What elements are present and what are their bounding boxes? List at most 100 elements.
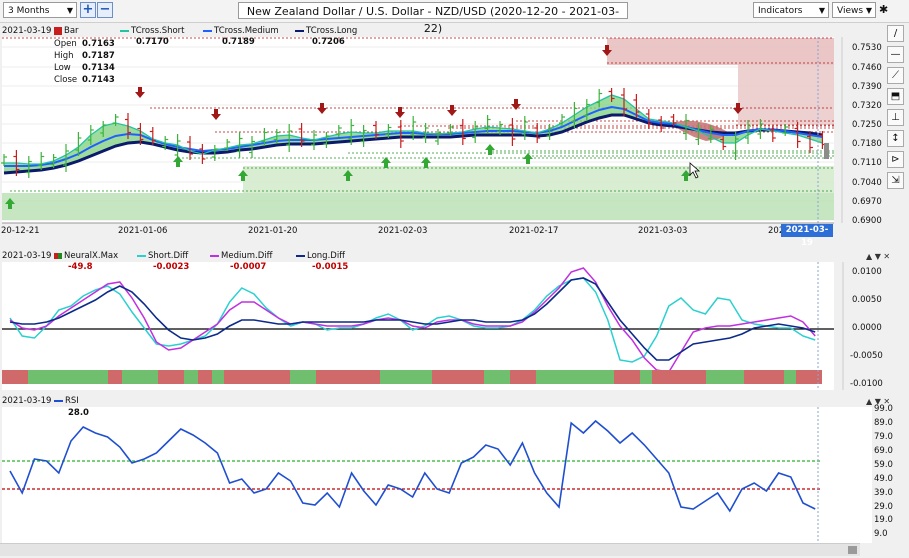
neuralx-bar bbox=[2, 370, 28, 384]
sell-arrow-icon bbox=[395, 107, 405, 118]
low-value: 0.7134 bbox=[82, 63, 115, 73]
neuralx-bar bbox=[510, 370, 536, 384]
neuralx-value: -49.8 bbox=[68, 262, 93, 272]
buy-arrow-icon bbox=[238, 170, 248, 181]
neuralx-bar bbox=[198, 370, 212, 384]
views-label: Views bbox=[837, 6, 864, 16]
long-diff-label: Long.Diff bbox=[307, 251, 346, 261]
vertical-line-tool-button[interactable]: ⊥ bbox=[887, 109, 904, 126]
open-label: Open bbox=[54, 39, 77, 49]
price-y-tick: 0.7390 bbox=[852, 82, 882, 92]
neuralx-bar bbox=[212, 370, 224, 384]
x-tick: 20-12-21 bbox=[1, 226, 40, 236]
price-chart[interactable] bbox=[0, 23, 909, 243]
indicators-dropdown[interactable]: Indicators ▼ bbox=[753, 2, 829, 18]
views-dropdown[interactable]: Views ▼ bbox=[832, 2, 876, 18]
buy-arrow-icon bbox=[681, 170, 691, 181]
horizontal-line-tool-button[interactable]: — bbox=[887, 46, 904, 63]
sell-arrow-icon bbox=[317, 103, 327, 114]
rsi-label: RSI bbox=[65, 396, 79, 406]
long-diff-value: -0.0015 bbox=[312, 262, 349, 272]
diff-chart[interactable] bbox=[0, 248, 909, 390]
tcross-short-label: TCross.Short bbox=[131, 26, 185, 36]
indicators-label: Indicators bbox=[758, 6, 803, 16]
short-diff-legend: Short.Diff bbox=[137, 251, 188, 261]
rsi-y-tick: 59.0 bbox=[874, 460, 893, 470]
price-y-tick: 0.7250 bbox=[852, 120, 882, 130]
short-diff-line bbox=[9, 277, 816, 363]
toolbar: 3 Months ▼ + − New Zealand Dollar / U.S.… bbox=[0, 0, 909, 35]
close-value: 0.7143 bbox=[82, 75, 115, 85]
horizontal-scrollbar[interactable] bbox=[0, 543, 860, 556]
tcross-long-value: 0.7206 bbox=[312, 37, 345, 47]
tcross-long-legend: TCross.Long bbox=[295, 26, 357, 36]
x-tick: 2021-01-06 bbox=[118, 226, 168, 236]
neuralx-bar bbox=[706, 370, 744, 384]
draw-line-tool-button[interactable]: / bbox=[887, 25, 904, 42]
bar-legend: Bar bbox=[54, 26, 79, 36]
high-value: 0.7187 bbox=[82, 51, 115, 61]
price-y-tick: 0.7320 bbox=[852, 101, 882, 111]
timeframe-select[interactable]: 3 Months ▼ bbox=[3, 2, 77, 18]
remove-symbol-button[interactable]: − bbox=[97, 2, 113, 18]
tcross-short-value: 0.7170 bbox=[136, 37, 169, 47]
neuralx-bar bbox=[316, 370, 380, 384]
sell-arrow-icon bbox=[511, 99, 521, 110]
plot-background bbox=[2, 262, 834, 390]
price-y-tick: 0.7460 bbox=[852, 63, 882, 73]
support-zone bbox=[2, 193, 834, 220]
cursor-date-badge: 2021-03-19 bbox=[781, 224, 833, 248]
rsi-pane[interactable]: 2021-03-19 RSI 28.0 99.0 89.0 79.0 69.0 … bbox=[0, 393, 909, 558]
rsi-chart[interactable] bbox=[0, 393, 909, 558]
neuralx-bar bbox=[614, 370, 640, 384]
trend-tool-button[interactable]: ⟋ bbox=[887, 67, 904, 84]
neuralx-bar bbox=[796, 370, 822, 384]
price-pane[interactable]: 2021-03-19 Bar TCross.Short 0.7170 TCros… bbox=[0, 23, 909, 248]
price-y-tick: 0.7040 bbox=[852, 178, 882, 188]
bar-icon bbox=[54, 26, 62, 35]
neuralx-bar bbox=[652, 370, 706, 384]
open-value: 0.7163 bbox=[82, 39, 115, 49]
x-tick: 2021-02-17 bbox=[509, 226, 559, 236]
tcross-medium-label: TCross.Medium bbox=[214, 26, 279, 36]
chevron-down-icon: ▼ bbox=[66, 6, 73, 15]
arrow-tool-button[interactable]: ⊳ bbox=[887, 151, 904, 168]
buy-arrow-icon bbox=[421, 157, 431, 168]
tcross-short-legend: TCross.Short bbox=[120, 26, 185, 36]
buy-arrow-icon bbox=[343, 170, 353, 181]
price-y-tick: 0.6900 bbox=[852, 216, 882, 226]
sell-arrow-icon bbox=[602, 45, 612, 56]
neuralx-bar bbox=[744, 370, 784, 384]
low-label: Low bbox=[54, 63, 71, 73]
neuralx-bar bbox=[28, 370, 108, 384]
pane-menu-icon[interactable]: ▲ ▼ ✕ bbox=[866, 252, 891, 261]
chart-title: New Zealand Dollar / U.S. Dollar - NZD/U… bbox=[238, 2, 628, 35]
x-tick: 2021-02-03 bbox=[378, 226, 428, 236]
neuralx-legend: NeuralX.Max bbox=[54, 251, 118, 261]
add-symbol-button[interactable]: + bbox=[80, 2, 96, 18]
pane-menu-icon[interactable]: ▲ ▼ ✕ bbox=[866, 397, 891, 406]
rectangle-tool-button[interactable]: ⬒ bbox=[887, 88, 904, 105]
diff-y-tick: 0.0000 bbox=[852, 323, 882, 333]
neuralx-bar bbox=[432, 370, 484, 384]
neuralx-bar bbox=[640, 370, 652, 384]
scrollbar-thumb[interactable] bbox=[848, 546, 857, 554]
measure-tool-button[interactable]: ↕ bbox=[887, 130, 904, 147]
rsi-y-tick: 99.0 bbox=[874, 404, 893, 414]
neuralx-bar bbox=[108, 370, 122, 384]
mouse-cursor-icon bbox=[689, 162, 701, 179]
price-y-tick: 0.7530 bbox=[852, 43, 882, 53]
buy-arrow-icon bbox=[523, 153, 533, 164]
sell-arrow-icon bbox=[447, 105, 457, 116]
neuralx-bar bbox=[224, 370, 290, 384]
x-tick: 2021-03-03 bbox=[638, 226, 688, 236]
neuralx-bar bbox=[484, 370, 510, 384]
diff-pane[interactable]: 2021-03-19 NeuralX.Max -49.8 Short.Diff … bbox=[0, 248, 909, 390]
tcross-medium-value: 0.7189 bbox=[222, 37, 255, 47]
tcross-medium-legend: TCross.Medium bbox=[203, 26, 279, 36]
pin-icon[interactable]: ✱ bbox=[879, 3, 889, 16]
neuralx-bar bbox=[290, 370, 316, 384]
expand-tool-button[interactable]: ⇲ bbox=[887, 172, 904, 189]
buy-arrow-icon bbox=[381, 157, 391, 168]
bar-legend-label: Bar bbox=[64, 26, 79, 36]
